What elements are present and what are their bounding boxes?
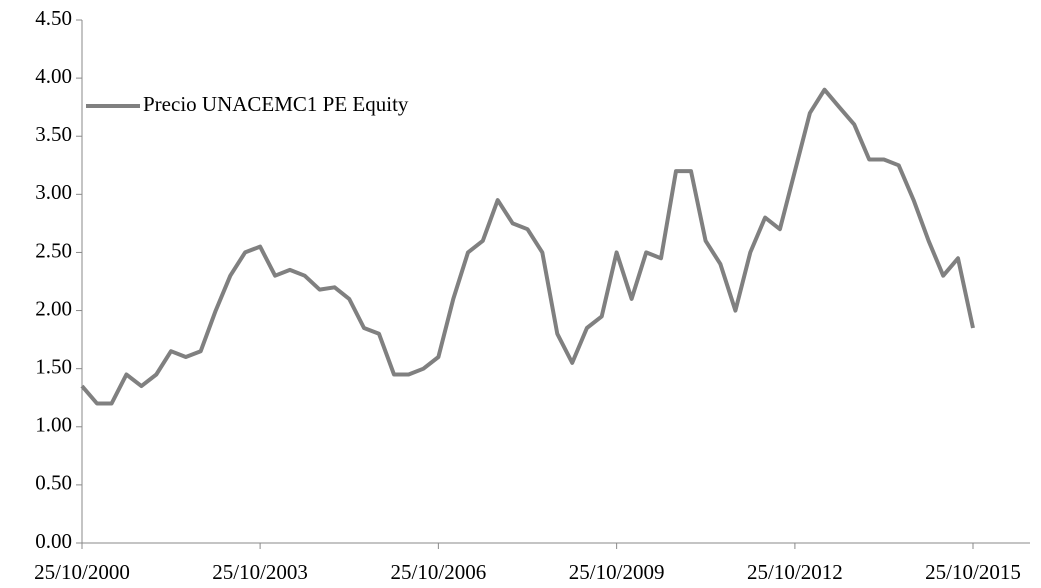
- x-tick-label: 25/10/2009: [569, 560, 665, 584]
- x-tick-label: 25/10/2000: [34, 560, 130, 584]
- legend-label: Precio UNACEMC1 PE Equity: [143, 92, 409, 116]
- y-tick-label: 1.50: [35, 354, 72, 378]
- y-tick-label: 4.50: [35, 6, 72, 30]
- y-tick-label: 0.50: [35, 471, 72, 495]
- x-tick-label: 25/10/2012: [747, 560, 843, 584]
- y-tick-label: 1.00: [35, 413, 72, 437]
- y-tick-label: 4.00: [35, 64, 72, 88]
- y-tick-label: 2.50: [35, 238, 72, 262]
- y-tick-label: 2.00: [35, 296, 72, 320]
- y-tick-label: 3.50: [35, 122, 72, 146]
- x-tick-label: 25/10/2015: [925, 560, 1021, 584]
- x-tick-label: 25/10/2003: [212, 560, 308, 584]
- y-tick-label: 0.00: [35, 529, 72, 553]
- x-tick-label: 25/10/2006: [391, 560, 487, 584]
- y-tick-label: 3.00: [35, 180, 72, 204]
- line: [80, 87, 975, 406]
